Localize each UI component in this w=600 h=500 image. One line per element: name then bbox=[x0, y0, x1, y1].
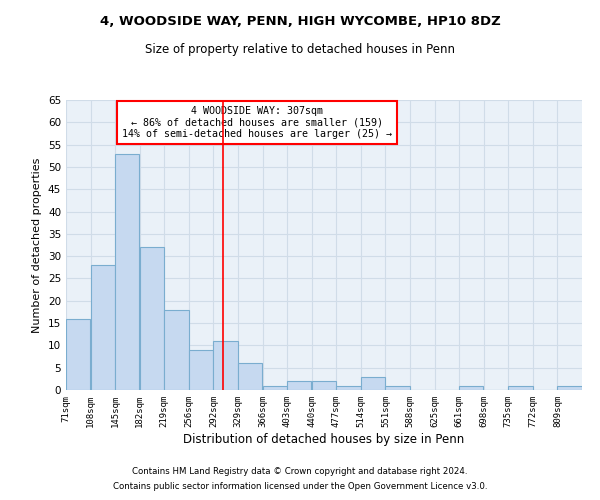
Bar bbox=[459, 386, 484, 390]
Bar bbox=[164, 310, 188, 390]
X-axis label: Distribution of detached houses by size in Penn: Distribution of detached houses by size … bbox=[184, 432, 464, 446]
Bar bbox=[361, 376, 385, 390]
Bar bbox=[385, 386, 410, 390]
Bar bbox=[263, 386, 287, 390]
Bar bbox=[238, 363, 262, 390]
Bar bbox=[189, 350, 213, 390]
Bar bbox=[508, 386, 533, 390]
Bar bbox=[140, 247, 164, 390]
Text: Contains HM Land Registry data © Crown copyright and database right 2024.: Contains HM Land Registry data © Crown c… bbox=[132, 467, 468, 476]
Bar bbox=[557, 386, 581, 390]
Bar bbox=[66, 318, 90, 390]
Bar bbox=[312, 381, 336, 390]
Bar bbox=[287, 381, 311, 390]
Bar bbox=[336, 386, 361, 390]
Y-axis label: Number of detached properties: Number of detached properties bbox=[32, 158, 43, 332]
Text: 4, WOODSIDE WAY, PENN, HIGH WYCOMBE, HP10 8DZ: 4, WOODSIDE WAY, PENN, HIGH WYCOMBE, HP1… bbox=[100, 15, 500, 28]
Text: Contains public sector information licensed under the Open Government Licence v3: Contains public sector information licen… bbox=[113, 482, 487, 491]
Bar bbox=[115, 154, 139, 390]
Text: 4 WOODSIDE WAY: 307sqm
← 86% of detached houses are smaller (159)
14% of semi-de: 4 WOODSIDE WAY: 307sqm ← 86% of detached… bbox=[122, 106, 392, 139]
Bar bbox=[91, 265, 115, 390]
Bar bbox=[214, 341, 238, 390]
Text: Size of property relative to detached houses in Penn: Size of property relative to detached ho… bbox=[145, 42, 455, 56]
